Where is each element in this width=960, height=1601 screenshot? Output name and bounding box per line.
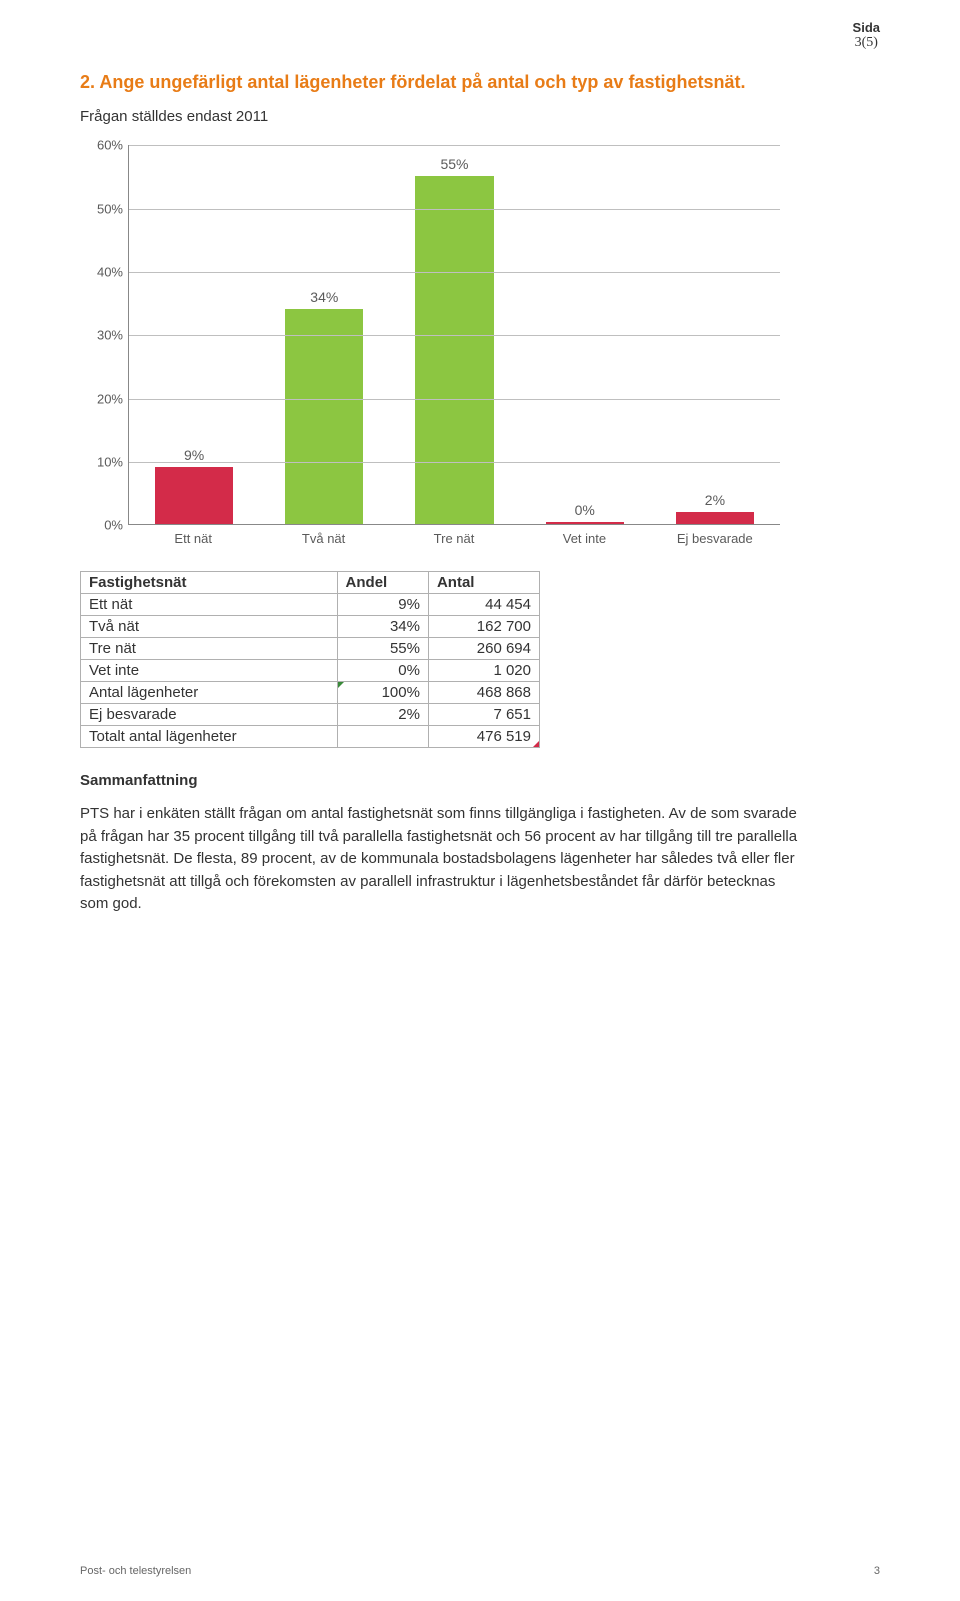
table-cell: 468 868 <box>428 682 539 704</box>
chart-x-tick-label: Tre nät <box>389 525 519 546</box>
cell-corner-marker-icon <box>533 741 539 747</box>
summary-body: PTS har i enkäten ställt frågan om antal… <box>80 803 800 916</box>
chart-x-tick-label: Vet inte <box>519 525 649 546</box>
page-footer: Post- och telestyrelsen 3 <box>80 1565 880 1577</box>
chart-gridline <box>129 335 780 336</box>
chart-bar-value-label: 34% <box>310 289 338 305</box>
question-heading: 2. Ange ungefärligt antal lägenheter för… <box>80 70 880 94</box>
sida-label: Sida <box>853 20 880 35</box>
chart-y-tick-label: 10% <box>83 454 123 469</box>
chart-y-tick-label: 0% <box>83 518 123 533</box>
table-row: Totalt antal lägenheter 476 519 <box>81 726 540 748</box>
chart-x-tick-label: Ett nät <box>128 525 258 546</box>
table-col-1: Andel <box>337 572 428 594</box>
chart-y-tick-label: 40% <box>83 264 123 279</box>
chart-bar-value-label: 2% <box>705 492 725 508</box>
chart-gridline <box>129 209 780 210</box>
chart-x-tick-label: Två nät <box>258 525 388 546</box>
summary-heading: Sammanfattning <box>80 772 880 789</box>
chart-gridline <box>129 145 780 146</box>
table-row: Ej besvarade2%7 651 <box>81 704 540 726</box>
table-cell: Totalt antal lägenheter <box>81 726 338 748</box>
table-cell: 100% <box>337 682 428 704</box>
table-cell <box>337 726 428 748</box>
data-table: Fastighetsnät Andel Antal Ett nät9%44 45… <box>80 571 540 748</box>
chart-bar <box>546 522 624 524</box>
table-cell: Tre nät <box>81 638 338 660</box>
table-cell: 2% <box>337 704 428 726</box>
chart-plot-area: 9%34%55%0%2% 0%10%20%30%40%50%60% <box>128 145 780 525</box>
bar-chart: 9%34%55%0%2% 0%10%20%30%40%50%60% Ett nä… <box>80 145 780 546</box>
table-row: Antal lägenheter100%468 868 <box>81 682 540 704</box>
table-cell: 162 700 <box>428 616 539 638</box>
table-cell: 0% <box>337 660 428 682</box>
table-cell: 260 694 <box>428 638 539 660</box>
table-header-row: Fastighetsnät Andel Antal <box>81 572 540 594</box>
chart-y-tick-label: 20% <box>83 391 123 406</box>
table-cell: 7 651 <box>428 704 539 726</box>
chart-bar <box>155 467 233 524</box>
chart-bar <box>676 512 754 525</box>
table-col-0: Fastighetsnät <box>81 572 338 594</box>
page-number-block: Sida 3(5) <box>853 20 880 51</box>
chart-y-tick-label: 50% <box>83 201 123 216</box>
table-row: Vet inte0%1 020 <box>81 660 540 682</box>
table-cell: 476 519 <box>428 726 539 748</box>
page-of: 3(5) <box>853 35 880 51</box>
table-row: Två nät34%162 700 <box>81 616 540 638</box>
table-cell: Ej besvarade <box>81 704 338 726</box>
table-cell: Vet inte <box>81 660 338 682</box>
table-cell: Två nät <box>81 616 338 638</box>
cell-marker-icon <box>338 682 344 688</box>
question-subtext: Frågan ställdes endast 2011 <box>80 108 880 125</box>
chart-gridline <box>129 399 780 400</box>
footer-left: Post- och telestyrelsen <box>80 1565 191 1577</box>
chart-bar-value-label: 9% <box>184 447 204 463</box>
table-cell: Ett nät <box>81 594 338 616</box>
chart-bar <box>285 309 363 524</box>
table-cell: 34% <box>337 616 428 638</box>
table-cell: 55% <box>337 638 428 660</box>
table-cell: 44 454 <box>428 594 539 616</box>
table-col-2: Antal <box>428 572 539 594</box>
chart-bar-value-label: 55% <box>440 156 468 172</box>
table-cell: 1 020 <box>428 660 539 682</box>
table-row: Ett nät9%44 454 <box>81 594 540 616</box>
table-row: Tre nät55%260 694 <box>81 638 540 660</box>
chart-gridline <box>129 462 780 463</box>
chart-gridline <box>129 272 780 273</box>
table-cell: 9% <box>337 594 428 616</box>
chart-y-tick-label: 60% <box>83 138 123 153</box>
footer-right: 3 <box>874 1565 880 1577</box>
table-cell: Antal lägenheter <box>81 682 338 704</box>
chart-bar-value-label: 0% <box>575 502 595 518</box>
chart-x-tick-label: Ej besvarade <box>650 525 780 546</box>
chart-bar <box>415 176 493 524</box>
chart-x-axis-labels: Ett nätTvå nätTre nätVet inteEj besvarad… <box>128 525 780 546</box>
chart-y-tick-label: 30% <box>83 328 123 343</box>
